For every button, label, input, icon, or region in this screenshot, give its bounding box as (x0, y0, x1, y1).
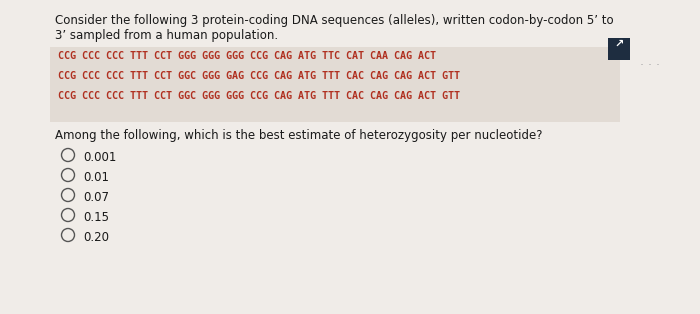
FancyBboxPatch shape (50, 47, 620, 122)
Text: 0.15: 0.15 (83, 211, 109, 224)
Text: 0.001: 0.001 (83, 151, 116, 164)
Bar (608, 38, 630, 60)
Text: CCG CCC CCC TTT CCT GGG GGG GGG CCG CAG ATG TTC CAT CAA CAG ACT: CCG CCC CCC TTT CCT GGG GGG GGG CCG CAG … (58, 51, 436, 61)
Text: 0.20: 0.20 (83, 231, 109, 244)
Text: Consider the following 3 protein-coding DNA sequences (alleles), written codon-b: Consider the following 3 protein-coding … (55, 14, 614, 27)
Text: · · ·: · · · (640, 59, 660, 72)
Text: CCG CCC CCC TTT CCT GGC GGG GAG CCG CAG ATG TTT CAC CAG CAG ACT GTT: CCG CCC CCC TTT CCT GGC GGG GAG CCG CAG … (58, 71, 460, 81)
Text: Among the following, which is the best estimate of heterozygosity per nucleotide: Among the following, which is the best e… (55, 129, 542, 142)
Text: 3’ sampled from a human population.: 3’ sampled from a human population. (55, 29, 278, 42)
Text: CCG CCC CCC TTT CCT GGC GGG GGG CCG CAG ATG TTT CAC CAG CAG ACT GTT: CCG CCC CCC TTT CCT GGC GGG GGG CCG CAG … (58, 91, 460, 101)
Text: 0.01: 0.01 (83, 171, 109, 184)
Text: 0.07: 0.07 (83, 191, 109, 204)
Text: ↗: ↗ (615, 39, 624, 49)
